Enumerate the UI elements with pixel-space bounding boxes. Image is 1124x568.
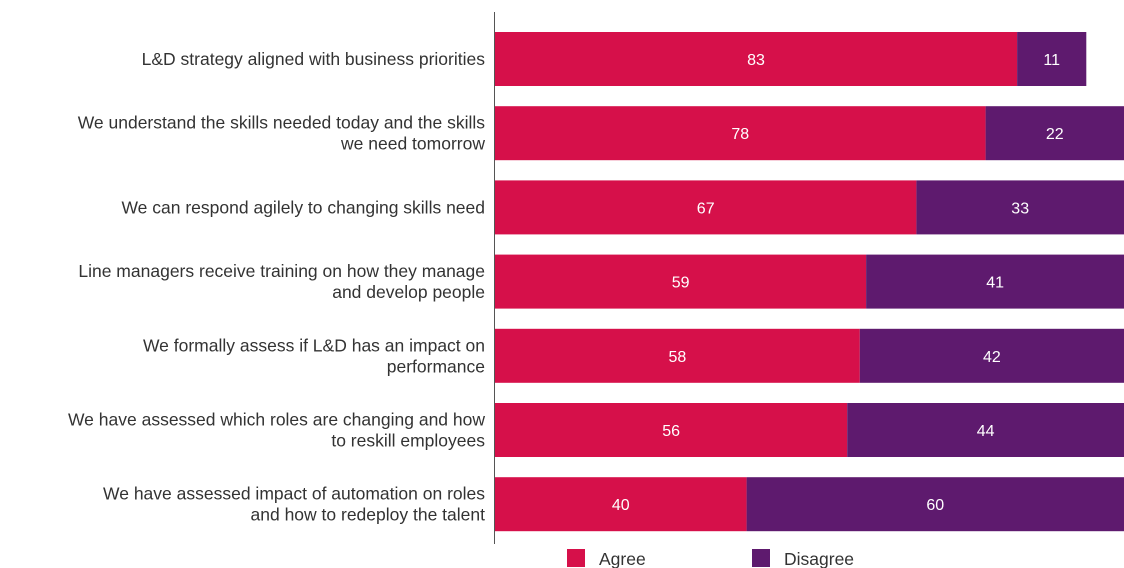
category-label: We have assessed impact of automation on…: [103, 484, 485, 525]
value-label: 22: [1046, 126, 1064, 143]
bar-segment-disagree: [746, 477, 1124, 532]
value-label: 83: [747, 52, 765, 69]
legend-swatch-disagree: [752, 549, 770, 567]
category-label: We can respond agilely to changing skill…: [121, 197, 485, 217]
bar-segment-agree: [495, 403, 848, 457]
category-label-line: performance: [387, 356, 485, 376]
value-label: 78: [731, 126, 749, 143]
category-labels: L&D strategy aligned with business prior…: [68, 49, 485, 525]
category-label-line: L&D strategy aligned with business prior…: [142, 49, 486, 69]
bars-group: 83 11 78 22 67 33 59 41 58 42 56 44 40 60: [495, 32, 1124, 532]
bar-segment-agree: [495, 180, 917, 235]
category-label-line: We have assessed which roles are changin…: [68, 410, 485, 430]
category-label: We have assessed which roles are changin…: [68, 410, 485, 451]
category-label-line: We formally assess if L&D has an impact …: [143, 335, 485, 355]
value-label: 40: [612, 497, 630, 514]
legend-label-disagree: Disagree: [784, 549, 854, 568]
category-label-line: We can respond agilely to changing skill…: [121, 197, 485, 217]
bar-segment-disagree: [847, 403, 1124, 457]
value-label: 60: [926, 497, 944, 514]
category-label-line: to reskill employees: [331, 431, 485, 451]
legend-swatch-agree: [567, 549, 585, 567]
value-label: 42: [983, 349, 1001, 366]
bar-segment-agree: [495, 328, 860, 383]
bar-segment-agree: [495, 106, 986, 161]
bar-segment-disagree: [985, 106, 1124, 161]
category-label-line: we need tomorrow: [340, 134, 485, 154]
value-label: 56: [662, 423, 680, 440]
legend: Agree Disagree: [567, 549, 854, 568]
category-label-line: and develop people: [332, 282, 485, 302]
value-label: 58: [669, 349, 687, 366]
category-label: L&D strategy aligned with business prior…: [142, 49, 486, 69]
value-label: 59: [672, 275, 690, 292]
category-label: We understand the skills needed today an…: [78, 113, 486, 154]
value-label: 33: [1011, 200, 1029, 217]
value-label: 41: [986, 275, 1004, 292]
category-label-line: We have assessed impact of automation on…: [103, 484, 485, 504]
category-label-line: Line managers receive training on how th…: [78, 261, 485, 281]
category-label: We formally assess if L&D has an impact …: [143, 335, 485, 376]
category-label: Line managers receive training on how th…: [78, 261, 485, 302]
bar-segment-disagree: [916, 180, 1124, 235]
bar-segment-disagree: [1017, 32, 1087, 86]
bar-segment-disagree: [859, 328, 1124, 383]
value-label: 11: [1043, 52, 1060, 69]
bar-segment-disagree: [866, 254, 1124, 309]
legend-label-agree: Agree: [599, 549, 646, 568]
bar-segment-agree: [495, 254, 867, 309]
bar-segment-agree: [495, 32, 1018, 86]
value-label: 67: [697, 200, 715, 217]
category-label-line: We understand the skills needed today an…: [78, 113, 486, 133]
value-label: 44: [977, 423, 995, 440]
bar-segment-agree: [495, 477, 747, 532]
category-label-line: and how to redeploy the talent: [251, 505, 486, 525]
